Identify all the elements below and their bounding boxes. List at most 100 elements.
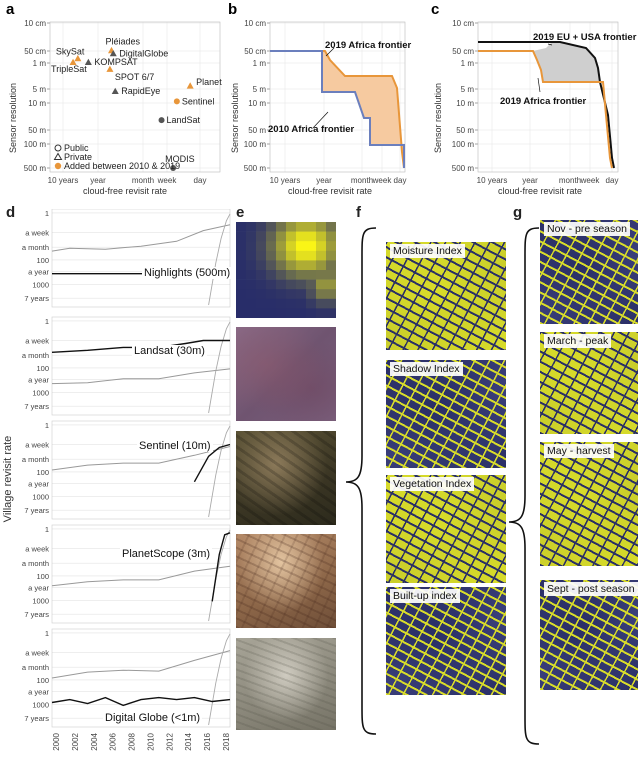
tile-may-harvest: May - harvest	[540, 442, 638, 566]
trend-line-highlight	[51, 696, 231, 707]
panel-a-ytick: 500 m	[24, 164, 47, 173]
panel-d-ytick: 100	[36, 572, 49, 581]
scatter-point-label: KOMPSAT	[94, 57, 138, 67]
panel-b-xtick: day	[394, 176, 407, 185]
panel-d-ytick: a month	[22, 351, 49, 360]
scatter-point: TripleSat	[51, 58, 87, 74]
panel-label-a: a	[6, 1, 15, 18]
panel-d-subpanel: 1 a week a month 100 a year 1000 7 years	[22, 209, 231, 308]
tile-vegetation-index-title: Vegetation Index	[390, 477, 475, 491]
panel-b-ytick: 10 cm	[244, 19, 266, 28]
panel-a-ytick: 50 cm	[24, 47, 46, 56]
panel-label-g: g	[513, 204, 523, 221]
tile-nov-pre-season-title: Nov - pre season	[544, 222, 630, 236]
tile-moisture-index-title: Moisture Index	[390, 244, 465, 258]
panel-d-ytick: a month	[22, 663, 49, 672]
panel-a-ytick: 1 m	[33, 59, 47, 68]
panel-d-ytick: 1000	[32, 388, 49, 397]
tile-sentinel	[236, 431, 336, 525]
frontier-2019-africa-line-b	[270, 50, 405, 169]
legend-private: Private	[64, 152, 92, 162]
panel-a-ytick: 10 cm	[24, 19, 46, 28]
scatter-point-label: RapidEye	[121, 86, 160, 96]
frontier-gap-area-b	[322, 52, 404, 152]
scatter-point: RapidEye	[111, 86, 160, 96]
panel-d-ytick: a week	[25, 649, 49, 658]
panel-c-ytick: 100 m	[452, 140, 475, 149]
panel-d-ytick: a week	[25, 337, 49, 346]
label-2019-eu-usa-frontier: 2019 EU + USA frontier	[533, 32, 637, 43]
trend-line-steep	[208, 321, 231, 414]
panel-c-ytick: 50 cm	[452, 47, 474, 56]
scatter-point: SkySat	[56, 46, 85, 62]
panel-d-ytick: 1	[45, 209, 49, 218]
tile-landsat	[236, 327, 336, 421]
trend-line-grey	[51, 368, 231, 385]
panel-c-ytick: 1 m	[461, 59, 475, 68]
panel-d-ytick: 1	[45, 317, 49, 326]
panel-d-xtick: 2010	[146, 732, 155, 750]
panel-c-xtick: 10 years	[477, 176, 508, 185]
panel-d-ytick: 7 years	[24, 714, 49, 723]
panel-d-xtick: 2016	[203, 732, 212, 750]
panel-a-xtick: 10 years	[48, 176, 79, 185]
panel-a-frame	[49, 21, 221, 173]
panel-d-xtick: 2012	[165, 732, 174, 750]
panel-b-ytick: 100 m	[244, 140, 267, 149]
panel-label-d: d	[6, 204, 16, 221]
panel-d-ytick: 1000	[32, 492, 49, 501]
panel-d-ytick: a month	[22, 455, 49, 464]
panel-b-frame	[269, 21, 406, 173]
panel-a-scatter: Sensor resolution cloud-free revisit rat…	[8, 19, 222, 196]
panel-b-ylabel: Sensor resolution	[230, 83, 240, 153]
tile-nov-pre-season: Nov - pre season	[540, 220, 638, 324]
panel-d-ytick: 1	[45, 525, 49, 534]
panel-a-xlabel: cloud-free revisit rate	[83, 186, 167, 196]
panel-label-f: f	[356, 204, 361, 221]
panel-d-ytick: 100	[36, 364, 49, 373]
label-2010-africa-frontier-b: 2010 Africa frontier	[268, 124, 355, 135]
panel-c-xlabel: cloud-free revisit rate	[498, 186, 582, 196]
panel-a-xtick: month	[132, 176, 154, 185]
scatter-point: MODIS	[165, 154, 195, 171]
top-row-charts: a b c Sensor resolution cloud-free revis…	[6, 1, 637, 196]
brace-f-to-g	[508, 227, 540, 745]
panel-d-ytick: 100	[36, 676, 49, 685]
panel-b-ytick: 1 m	[253, 59, 267, 68]
scatter-point: SPOT 6/7	[106, 65, 154, 82]
scatter-point-label: SPOT 6/7	[115, 72, 154, 82]
panel-b-ytick: 50 m	[248, 126, 266, 135]
tile-shadow-index: Shadow Index	[386, 360, 506, 468]
panel-c-ytick: 5 m	[461, 85, 475, 94]
panel-d-ytick: 1	[45, 629, 49, 638]
panel-a-ytick: 5 m	[33, 85, 47, 94]
panel-c-xtick: day	[606, 176, 619, 185]
panel-c-ylabel: Sensor resolution	[433, 83, 443, 153]
tile-built-up-index: Built-up index	[386, 587, 506, 695]
panel-a-ylabel: Sensor resolution	[8, 83, 18, 153]
tile-nightlights	[236, 222, 336, 318]
panel-label-e: e	[236, 204, 245, 221]
panel-d-ytick: a year	[28, 268, 49, 277]
legend-added: Added between 2010 & 2019	[64, 161, 180, 171]
trend-line-highlight	[211, 532, 231, 602]
trend-line-grey	[51, 565, 231, 587]
panel-b-xtick: year	[316, 176, 332, 185]
panel-d-ytick: a year	[28, 376, 49, 385]
panel-c-ytick: 50 m	[456, 126, 474, 135]
panel-d-ytick: a week	[25, 229, 49, 238]
panel-c-frame	[477, 21, 619, 173]
panel-d-subpanel: 1 a week a month 100 a year 1000 7 years	[22, 316, 231, 416]
scatter-point: Planet	[186, 77, 222, 89]
panel-label-c: c	[431, 1, 439, 18]
panel-d-ytick: 1000	[32, 280, 49, 289]
panel-d-subpanel-title: Nighlights (500m)	[142, 267, 233, 279]
scatter-point: LandSat	[158, 115, 201, 125]
panel-d-ytick: 7 years	[24, 610, 49, 619]
scatter-point-label: DigitalGlobe	[119, 49, 168, 59]
scatter-point: KOMPSAT	[84, 57, 138, 67]
legend-public: Public	[64, 143, 89, 153]
tile-shadow-index-title: Shadow Index	[390, 362, 463, 376]
panel-b-xtick: week	[372, 176, 393, 185]
panel-d-subpanel: 1 a week a month 100 a year 1000 7 years	[22, 524, 231, 624]
